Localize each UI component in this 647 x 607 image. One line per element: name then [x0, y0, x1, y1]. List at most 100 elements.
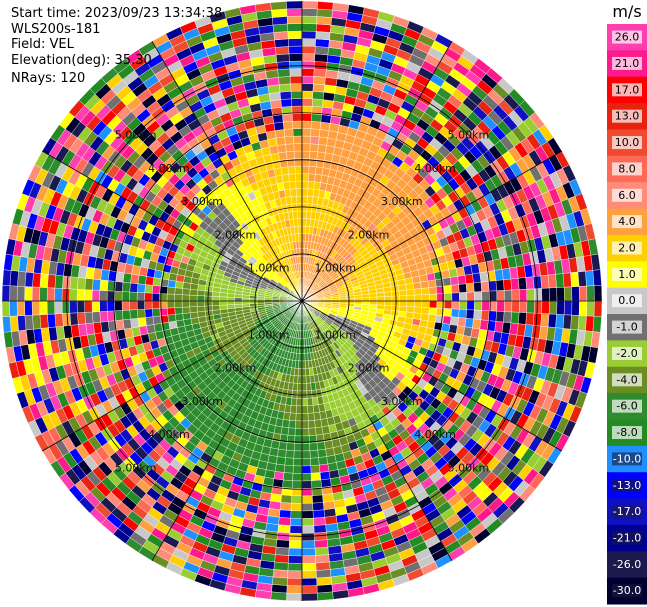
range-gate	[319, 121, 331, 131]
range-gate	[313, 68, 327, 78]
ring-label: 4.00km	[414, 428, 456, 441]
range-gate	[287, 562, 303, 572]
range-gate	[278, 151, 288, 161]
range-gate	[285, 449, 295, 459]
range-gate	[121, 291, 130, 302]
range-gate	[286, 442, 295, 451]
range-gate	[9, 285, 18, 302]
range-gate	[592, 316, 602, 333]
range-gate	[428, 286, 438, 295]
range-gate	[84, 300, 93, 313]
colorbar-tick-label: -8.0	[616, 426, 637, 439]
range-gate	[301, 83, 314, 92]
range-gate	[290, 90, 303, 99]
range-gate	[145, 276, 155, 286]
range-gate	[9, 315, 19, 332]
ring-label: 5.00km	[115, 129, 157, 142]
range-gate	[301, 23, 317, 32]
range-gate	[69, 288, 78, 302]
range-gate	[122, 272, 132, 284]
range-gate	[479, 271, 489, 283]
range-gate	[406, 294, 415, 302]
range-gate	[294, 428, 303, 437]
range-gate	[273, 471, 285, 481]
range-gate	[398, 305, 408, 313]
range-gate	[275, 46, 290, 56]
range-gate	[474, 291, 483, 302]
range-gate	[399, 300, 408, 307]
colorbar-tick-label: -2.0	[616, 347, 637, 360]
range-gate	[283, 128, 294, 138]
range-gate	[555, 273, 565, 288]
range-gate	[571, 300, 580, 316]
range-gate	[290, 405, 297, 414]
colorbar-tick-label: 17.0	[615, 83, 640, 96]
range-gate	[311, 397, 319, 406]
range-gate	[315, 561, 331, 571]
range-gate	[167, 314, 177, 323]
range-gate	[308, 165, 317, 175]
range-gate	[130, 318, 140, 329]
range-gate	[295, 188, 303, 197]
range-gate	[293, 150, 303, 159]
range-gate	[282, 113, 293, 123]
range-gate	[399, 295, 408, 302]
range-gate	[301, 15, 318, 25]
range-gate	[301, 45, 316, 55]
range-gate	[313, 532, 328, 541]
range-gate	[301, 570, 317, 579]
range-gate	[69, 276, 79, 290]
range-gate	[305, 375, 311, 384]
range-gate	[495, 311, 505, 323]
range-gate	[534, 300, 543, 314]
range-gate	[309, 449, 319, 459]
range-gate	[449, 316, 459, 326]
range-gate	[307, 188, 314, 197]
range-gate	[586, 285, 595, 302]
range-gate	[525, 276, 535, 290]
colorbar-tick-label: -1.0	[616, 321, 637, 334]
range-gate	[541, 287, 550, 302]
range-gate	[273, 31, 289, 41]
colorbar-tick-label: 1.0	[618, 268, 636, 281]
range-gate	[473, 309, 482, 321]
range-gate	[444, 292, 453, 302]
range-gate	[175, 313, 184, 322]
range-gate	[289, 412, 297, 422]
range-gate	[297, 218, 303, 227]
range-gate	[316, 576, 332, 586]
range-gate	[414, 300, 423, 308]
range-gate	[277, 448, 287, 458]
colorbar-tick-label: -10.0	[613, 452, 641, 465]
range-gate	[511, 289, 520, 302]
range-gate	[77, 312, 86, 325]
range-gate	[306, 195, 314, 205]
range-gate	[290, 503, 303, 512]
range-gate	[76, 289, 85, 302]
range-gate	[279, 509, 292, 519]
range-gate	[301, 555, 316, 564]
range-gate	[174, 300, 183, 308]
range-gate	[275, 174, 284, 184]
range-gate	[189, 306, 198, 313]
colorbar-tick-label: -4.0	[616, 373, 637, 386]
range-gate	[315, 569, 332, 579]
range-gate	[295, 420, 303, 429]
range-gate	[301, 345, 305, 354]
range-gate	[2, 285, 11, 302]
range-gate	[284, 188, 292, 198]
ring-label: 4.00km	[414, 162, 456, 175]
range-gate	[288, 173, 296, 182]
range-gate	[114, 291, 123, 302]
range-gate	[298, 360, 303, 369]
range-gate	[525, 312, 535, 326]
range-gate	[301, 90, 314, 99]
range-gate	[459, 292, 468, 302]
range-gate	[547, 274, 557, 289]
range-gate	[301, 165, 310, 174]
range-gate	[77, 277, 86, 290]
range-gate	[511, 300, 520, 313]
range-gate	[301, 75, 314, 84]
range-gate	[122, 281, 131, 293]
range-gate	[241, 303, 250, 308]
